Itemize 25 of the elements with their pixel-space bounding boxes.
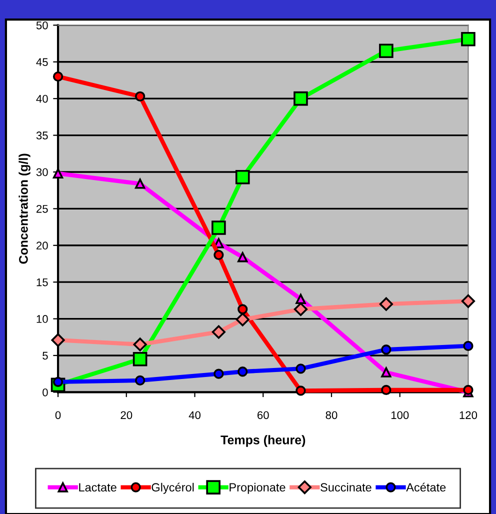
x-tick-label: 0 — [55, 411, 61, 420]
y-tick-label: 10 — [36, 315, 48, 323]
x-tick-label: 40 — [188, 411, 201, 420]
legend-label: Glycérol — [152, 482, 194, 494]
y-tick-label: 20 — [36, 242, 48, 250]
y-tick-label: 50 — [36, 21, 48, 30]
x-tick-label: 80 — [326, 411, 338, 420]
y-tick-label: 0 — [42, 388, 48, 396]
x-tick-label: 20 — [120, 411, 132, 420]
y-tick-label: 5 — [42, 352, 48, 360]
y-tick-label: 25 — [36, 204, 48, 213]
y-axis-title: Concentration (g/l) — [18, 154, 30, 264]
x-tick-label: 60 — [258, 411, 269, 420]
x-axis-title: Temps (heure) — [220, 435, 306, 447]
y-tick-label: 35 — [36, 132, 48, 140]
y-tick-label: 15 — [36, 278, 48, 286]
y-tick-label: 40 — [36, 94, 48, 103]
legend-label: Succinate — [320, 482, 372, 492]
legend-label: Propionate — [230, 482, 286, 494]
y-tick-label: 30 — [36, 168, 48, 176]
x-tick-label: 120 — [460, 411, 478, 420]
y-tick-label: 45 — [36, 58, 48, 66]
legend-label: Acétate — [406, 482, 446, 492]
x-tick-label: 100 — [391, 411, 409, 420]
legend-label: Lactate — [79, 483, 116, 492]
